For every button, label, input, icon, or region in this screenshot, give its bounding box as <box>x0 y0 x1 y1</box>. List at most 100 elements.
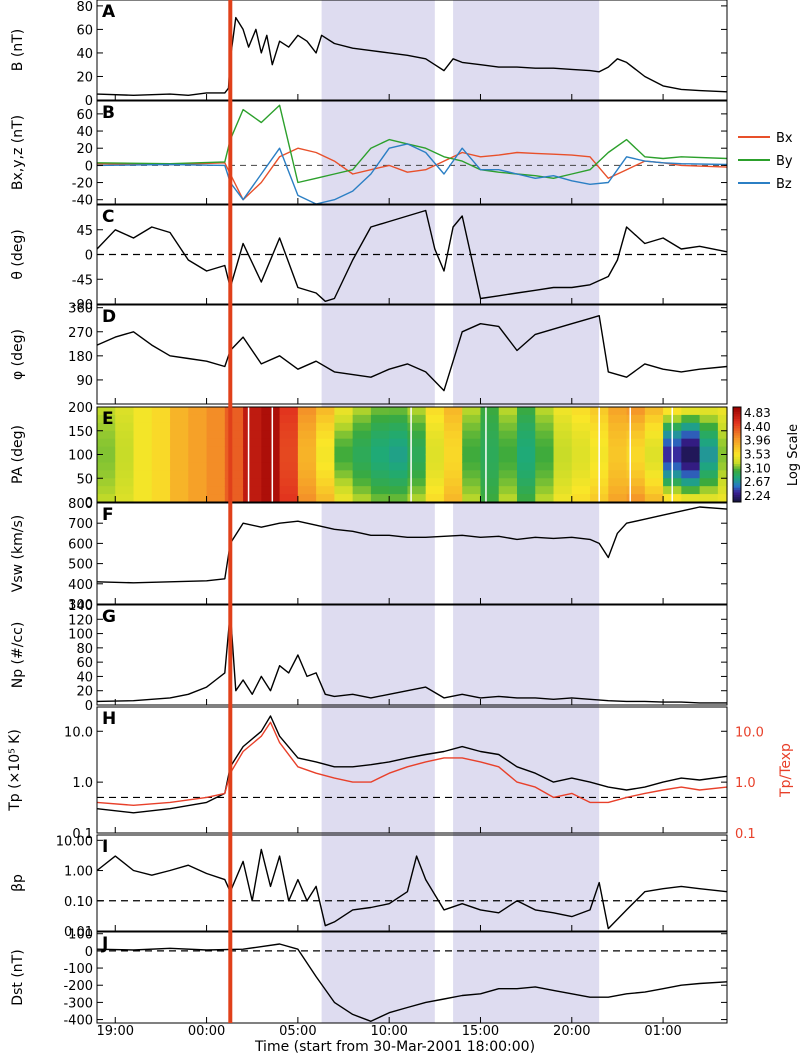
y-tick-label: 60 <box>76 108 93 123</box>
heatmap-cell <box>626 414 646 424</box>
heatmap-cell <box>535 478 555 487</box>
heatmap-cell <box>115 430 135 440</box>
heatmap-cell <box>553 494 573 503</box>
heatmap-cell <box>206 478 226 487</box>
heatmap-cell <box>626 407 646 416</box>
heatmap-cell <box>133 462 153 471</box>
heatmap-cell <box>553 414 573 424</box>
heatmap-cell <box>261 422 281 432</box>
heatmap-cell <box>517 446 536 456</box>
heatmap-cell <box>261 462 281 471</box>
heatmap-cell <box>389 430 409 440</box>
heatmap-cell <box>206 430 226 440</box>
heatmap-cell <box>699 407 719 416</box>
x-tick-label: 20:00 <box>553 1024 590 1039</box>
heatmap-cell <box>443 446 463 456</box>
heatmap-cell <box>699 478 719 487</box>
heatmap-cell <box>443 407 463 416</box>
heatmap-cell <box>243 446 262 456</box>
heatmap-cell <box>297 414 317 424</box>
y-tick-label: 120 <box>68 613 93 628</box>
heatmap-cell <box>316 422 335 432</box>
heatmap-cell <box>151 422 171 432</box>
heatmap-cell <box>425 470 445 479</box>
heatmap-cell <box>389 478 409 487</box>
heatmap-cell <box>370 478 390 487</box>
heatmap-cell <box>115 422 135 432</box>
y-tick-label: 40 <box>76 47 93 62</box>
heatmap-cell <box>389 494 409 503</box>
heatmap-cell <box>480 454 500 464</box>
heatmap-cell <box>170 462 189 471</box>
heatmap-cell <box>608 470 628 479</box>
heatmap-cell <box>243 470 262 479</box>
heatmap-cell <box>151 430 171 440</box>
heatmap-cell <box>717 422 728 432</box>
heatmap-cell <box>352 407 372 416</box>
heatmap-cell <box>133 494 153 503</box>
heatmap-cell <box>407 422 427 432</box>
heatmap-cell <box>608 422 628 432</box>
heatmap-cell <box>443 478 463 487</box>
heatmap-cell <box>297 454 317 464</box>
heatmap-cell <box>517 462 536 471</box>
series-line-b-3 <box>96 143 728 205</box>
y-tick-label: 10.00 <box>56 834 93 849</box>
heatmap-cell <box>644 486 664 495</box>
heatmap-cell <box>188 407 208 416</box>
panel-B: -40 -20 0 20 40 60 Bx,y,z (nT) B <box>10 100 728 209</box>
heatmap-cell <box>151 470 171 479</box>
heatmap-cell <box>425 407 445 416</box>
heatmap-cell <box>425 438 445 448</box>
colorbar-segment <box>733 433 741 436</box>
heatmap-cell <box>480 446 500 456</box>
y-tick-label: 0.01 <box>64 925 93 940</box>
colorbar-segment <box>733 468 741 472</box>
y-tick-label: 300 <box>68 598 93 613</box>
heatmap-cell <box>243 462 262 471</box>
heatmap-cell <box>188 494 208 503</box>
y-tick-label: 0 <box>85 94 93 109</box>
colorbar-segment <box>733 435 741 439</box>
panel-frame <box>96 834 728 932</box>
heatmap-cell <box>97 414 116 424</box>
heatmap-cell <box>553 454 573 464</box>
heatmap-cell <box>681 494 701 503</box>
colorbar-segment <box>733 483 741 486</box>
heatmap-cell <box>681 470 701 479</box>
heatmap-cell <box>279 454 299 464</box>
heatmap-cell <box>370 422 390 432</box>
heatmap-cell <box>626 462 646 471</box>
colorbar-segment <box>733 445 741 448</box>
heatmap-cell <box>316 414 335 424</box>
heatmap-cell <box>133 422 153 432</box>
heatmap-cell <box>316 478 335 487</box>
heatmap-cell <box>316 486 335 495</box>
heatmap-cell <box>425 478 445 487</box>
heatmap-cell <box>462 470 482 479</box>
heatmap-cell <box>334 470 354 479</box>
y-tick-label: 60 <box>76 656 93 671</box>
y-tick-label: -100 <box>63 962 93 977</box>
heatmap-cell <box>443 470 463 479</box>
colorbar-segment <box>733 494 741 498</box>
heatmap-cell <box>571 478 591 487</box>
heatmap-cell <box>370 438 390 448</box>
heatmap-cell <box>717 470 728 479</box>
heatmap-cell <box>626 454 646 464</box>
colorbar-frame <box>732 406 742 503</box>
heatmap-cell <box>462 446 482 456</box>
heatmap-cell <box>115 438 135 448</box>
y-tick-label: 90 <box>76 374 93 389</box>
y-tick-label: 140 <box>68 599 93 614</box>
y-tick-label: -45 <box>72 273 93 288</box>
heatmap-cell <box>316 446 335 456</box>
heatmap-cell <box>206 422 226 432</box>
heatmap-cell <box>370 446 390 456</box>
heatmap-cell <box>334 494 354 503</box>
y-tick-label: 45 <box>76 224 93 239</box>
colorbar-label: Log Scale <box>786 424 801 486</box>
colorbar-segment <box>733 437 741 441</box>
heatmap-cell <box>681 414 701 424</box>
heatmap-cell <box>535 414 555 424</box>
